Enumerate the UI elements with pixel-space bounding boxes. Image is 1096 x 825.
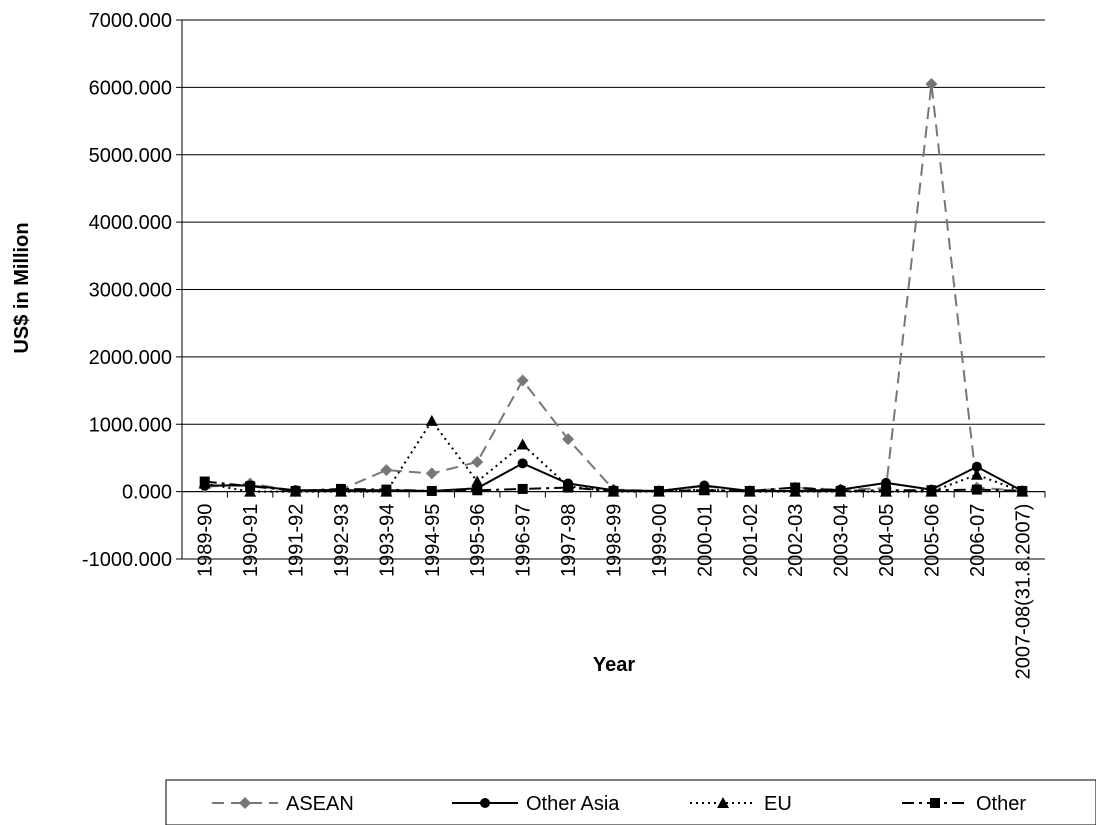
x-tick-label: 2006-07	[967, 504, 989, 577]
legend-item: EU	[690, 793, 792, 815]
data-point	[425, 467, 438, 480]
data-point	[426, 485, 437, 496]
data-point	[516, 374, 529, 387]
data-point	[1017, 485, 1028, 496]
data-point	[744, 485, 755, 496]
data-point	[930, 798, 940, 808]
y-axis: -1000.000 0.000 1000.000 2000.000 3000.000 40…	[82, 10, 183, 571]
y-tick-label: 5000.000	[89, 145, 172, 167]
x-tick-label: 1989-90	[195, 504, 217, 577]
legend-item: ASEAN	[212, 793, 354, 815]
data-point	[290, 485, 301, 496]
data-point	[245, 481, 256, 492]
data-point	[199, 476, 210, 487]
data-point	[926, 485, 937, 496]
data-point	[790, 482, 801, 493]
x-tick-label: 1991-92	[286, 504, 308, 577]
x-tick-label: 1998-99	[604, 504, 626, 577]
data-point	[563, 482, 574, 493]
data-point	[239, 797, 251, 809]
y-tick-label: 0.000	[122, 482, 172, 504]
data-point	[381, 484, 392, 495]
data-point	[335, 483, 346, 494]
x-tick-label: 1992-93	[331, 504, 353, 577]
data-point	[699, 485, 710, 496]
data-point	[835, 485, 846, 496]
x-tick-label: 2003-04	[831, 504, 853, 577]
y-axis-title: US$ in Million	[11, 222, 33, 353]
legend-label: ASEAN	[286, 793, 354, 815]
x-tick-label: 1995-96	[467, 504, 489, 577]
y-tick-label: 7000.000	[89, 10, 172, 32]
x-axis-title: Year	[593, 654, 635, 676]
series-asean	[198, 78, 1029, 497]
data-point	[717, 797, 729, 808]
x-tick-label: 1999-00	[649, 504, 671, 577]
data-point	[380, 464, 393, 477]
x-tick-label: 2001-02	[740, 504, 762, 577]
x-tick-label: 2007-08(31.8.2007)	[1012, 504, 1034, 680]
data-point	[971, 461, 982, 472]
data-point	[653, 485, 664, 496]
y-tick-label: 4000.000	[89, 212, 172, 234]
data-point	[516, 438, 529, 450]
legend-item: Other Asia	[452, 793, 620, 815]
data-point	[970, 468, 983, 480]
series-line	[204, 83, 1023, 492]
data-point	[562, 433, 575, 446]
x-tick-label: 1993-94	[376, 504, 398, 577]
legend-box	[165, 779, 1096, 825]
x-tick-label: 1990-91	[240, 504, 262, 577]
data-point	[517, 483, 528, 494]
x-tick-label: 1997-98	[558, 504, 580, 577]
legend-label: Other	[976, 793, 1026, 815]
data-point	[480, 798, 490, 808]
x-tick-label: 2004-05	[876, 504, 898, 577]
y-tick-label: 1000.000	[89, 414, 172, 436]
x-tick-label: 1996-97	[513, 504, 535, 577]
y-tick-label: 2000.000	[89, 347, 172, 369]
series-line	[204, 419, 1023, 493]
data-point	[425, 414, 438, 426]
data-point	[925, 78, 938, 91]
legend-label: Other Asia	[526, 793, 620, 815]
data-point	[472, 485, 483, 496]
data-point	[471, 475, 484, 487]
gridlines	[182, 19, 1045, 560]
series-layer	[198, 78, 1029, 497]
data-point	[471, 455, 484, 468]
data-point	[971, 484, 982, 495]
x-axis: 1989-90 1990-91 1991-92 1992-93 1993-94 1994-…	[181, 491, 1046, 680]
x-tick-label: 2002-03	[785, 504, 807, 577]
legend: ASEAN Other Asia EU Other	[165, 779, 1096, 825]
legend-label: EU	[764, 793, 792, 815]
y-tick-label: -1000.000	[82, 549, 172, 571]
y-tick-label: 3000.000	[89, 280, 172, 302]
y-tick-label: 6000.000	[89, 77, 172, 99]
x-tick-label: 2000-01	[694, 504, 716, 577]
data-point	[517, 458, 528, 469]
x-tick-label: 2005-06	[921, 504, 943, 577]
data-point	[608, 485, 619, 496]
series-other	[199, 476, 1028, 496]
data-point	[881, 485, 892, 496]
x-tick-label: 1994-95	[422, 504, 444, 577]
legend-item: Other	[902, 793, 1026, 815]
